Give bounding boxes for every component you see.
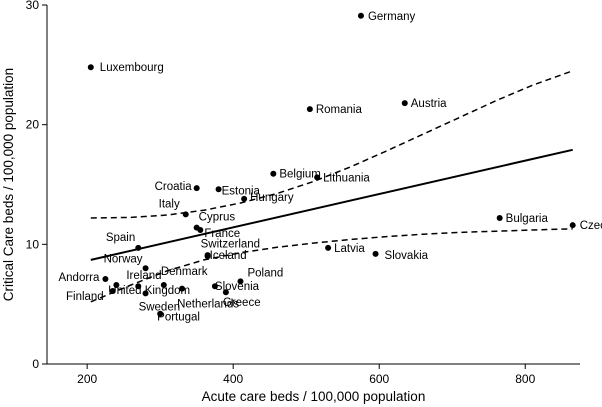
data-point <box>314 174 321 181</box>
data-points: Germany Luxembourg Austria Romania Belgium Li… <box>58 11 602 324</box>
data-point <box>372 250 379 257</box>
y-tick-label: 0 <box>32 357 39 371</box>
data-point <box>157 310 164 317</box>
point-label: Denmark <box>161 266 208 278</box>
data-point <box>179 285 186 292</box>
point-label: Czech <box>580 220 602 232</box>
data-point <box>569 222 576 229</box>
point-label: Belgium <box>279 169 321 181</box>
point-label: Lithuania <box>323 172 370 184</box>
point-label: Netherlands <box>177 299 239 311</box>
lower-confidence-curve <box>90 228 573 303</box>
data-point <box>142 290 149 297</box>
y-tick-label: 10 <box>26 237 40 251</box>
x-tick-label: 800 <box>515 372 535 386</box>
data-point <box>357 12 364 19</box>
x-tick-label: 400 <box>223 372 243 386</box>
point-label: France <box>204 228 240 240</box>
data-point <box>160 282 167 289</box>
point-label: Portugal <box>157 312 200 324</box>
x-tick-label: 200 <box>77 372 97 386</box>
data-point <box>109 288 116 295</box>
point-label: Finland <box>66 291 104 303</box>
data-point <box>113 282 120 289</box>
point-label: Italy <box>159 198 180 210</box>
data-point <box>87 64 94 71</box>
data-point <box>182 211 189 218</box>
data-point <box>102 276 109 283</box>
point-label: Germany <box>368 11 416 23</box>
data-point <box>215 186 222 193</box>
point-label: Estonia <box>222 185 261 197</box>
data-point <box>496 215 503 222</box>
point-label: Ireland <box>126 270 161 282</box>
point-label: Iceland <box>210 250 247 262</box>
data-point <box>222 289 229 296</box>
data-point <box>325 244 332 251</box>
point-label: Latvia <box>334 243 365 255</box>
y-tick-label: 20 <box>26 118 40 132</box>
point-label: Switzerland <box>201 238 260 250</box>
point-label: Slovakia <box>385 250 429 262</box>
data-point <box>142 265 149 272</box>
point-label: Greece <box>223 297 261 309</box>
point-label: Poland <box>247 267 283 279</box>
data-point <box>197 226 204 233</box>
x-tick-label: 600 <box>369 372 389 386</box>
point-label: Hungary <box>250 192 294 204</box>
point-label: Romania <box>316 104 363 116</box>
axes: 200 400 600 800 0 10 20 30 <box>26 0 580 386</box>
curves <box>90 70 573 303</box>
point-label: Sweden <box>139 301 181 313</box>
data-point <box>241 195 248 202</box>
y-tick-label: 30 <box>26 0 40 12</box>
point-label: Croatia <box>155 181 193 193</box>
data-point <box>306 106 313 113</box>
data-point <box>204 253 211 260</box>
data-point <box>135 283 142 290</box>
data-point <box>401 100 408 107</box>
point-label: Spain <box>106 232 135 244</box>
data-point <box>237 278 244 285</box>
data-point <box>193 185 200 192</box>
point-label: Andorra <box>58 272 100 284</box>
upper-confidence-curve <box>90 70 573 219</box>
point-label: Austria <box>411 98 447 110</box>
point-label: United Kingdom <box>108 285 190 297</box>
point-label: Slovenia <box>215 281 260 293</box>
point-label: Luxembourg <box>100 62 164 74</box>
axis-frame <box>46 5 580 365</box>
x-axis-title: Acute care beds / 100,000 population <box>202 389 426 404</box>
data-point <box>211 283 218 290</box>
point-label: Norway <box>104 253 143 265</box>
y-axis-title: Critical Care beds / 100,000 population <box>1 68 16 301</box>
point-label: Bulgaria <box>506 213 549 225</box>
data-point <box>270 170 277 177</box>
point-label: Cyprus <box>199 212 236 224</box>
data-point <box>135 244 142 251</box>
regression-line <box>90 148 573 261</box>
